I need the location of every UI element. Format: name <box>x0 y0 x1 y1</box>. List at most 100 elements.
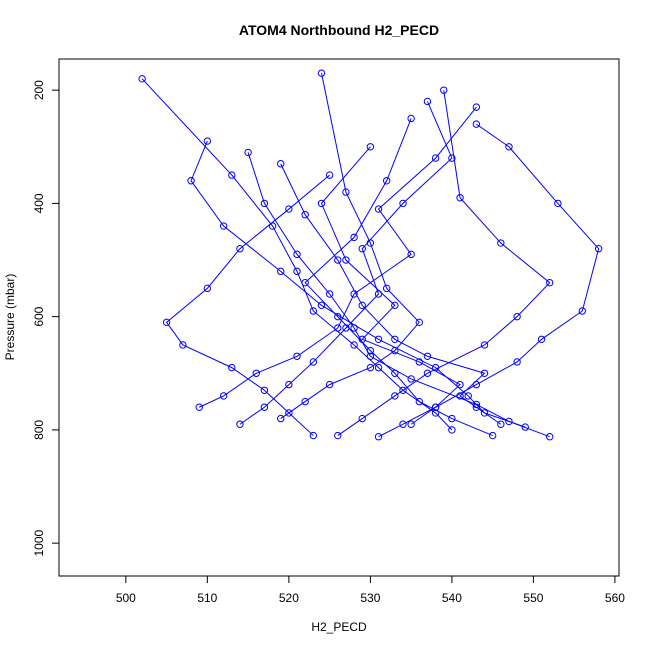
y-tick-label: 400 <box>32 193 46 213</box>
data-point <box>293 267 301 276</box>
data-point <box>195 403 203 411</box>
x-tick-label: 550 <box>523 591 543 605</box>
data-point <box>431 403 440 411</box>
data-point <box>537 335 546 344</box>
data-point <box>505 143 513 151</box>
data-point <box>391 392 399 400</box>
data-point <box>554 199 562 208</box>
data-point <box>366 363 375 372</box>
data-point <box>546 432 554 441</box>
data-point <box>358 414 366 423</box>
data-point <box>505 417 513 426</box>
data-point <box>309 431 318 440</box>
data-point <box>472 403 481 411</box>
x-tick-label: 500 <box>116 591 136 605</box>
data-point <box>228 363 236 372</box>
data-point <box>448 154 456 162</box>
profile-line <box>280 163 502 425</box>
data-point <box>415 358 423 366</box>
data-point <box>342 256 350 264</box>
data-point <box>415 397 423 406</box>
data-point <box>293 352 301 360</box>
data-point <box>187 177 195 185</box>
data-point <box>407 250 415 259</box>
data-point <box>277 414 285 423</box>
data-point <box>317 301 326 310</box>
data-point <box>399 420 407 428</box>
profile-line <box>239 101 453 425</box>
y-tick-label: 800 <box>32 420 46 440</box>
data-point <box>260 386 269 394</box>
profile-line <box>247 152 550 438</box>
data-point <box>415 318 423 327</box>
y-tick-label: 600 <box>32 306 46 326</box>
data-point <box>521 423 529 431</box>
profile-line <box>198 106 477 408</box>
data-point <box>203 137 212 145</box>
data-point <box>301 211 309 219</box>
data-point <box>472 120 481 128</box>
data-point <box>252 369 260 377</box>
data-point <box>317 69 326 77</box>
data-point <box>309 307 318 315</box>
data-point <box>594 244 603 253</box>
profile-line <box>165 174 330 436</box>
data-point <box>456 380 464 389</box>
data-point <box>546 278 554 287</box>
data-point <box>309 358 318 366</box>
data-point <box>334 431 342 440</box>
data-point <box>366 239 375 247</box>
data-point <box>374 335 383 344</box>
data-point <box>513 358 521 366</box>
data-point <box>382 177 391 185</box>
data-point <box>448 426 456 434</box>
data-point <box>456 194 464 202</box>
x-tick-label: 510 <box>197 591 217 605</box>
data-point <box>277 160 285 168</box>
profile-line <box>304 118 493 437</box>
data-point <box>488 431 497 440</box>
data-point <box>285 409 293 417</box>
data-point <box>513 312 521 321</box>
data-point <box>285 380 293 389</box>
x-tick-label: 540 <box>442 591 462 605</box>
data-point <box>497 239 505 247</box>
data-point <box>219 392 228 400</box>
data-point <box>480 409 489 417</box>
data-point <box>431 154 440 162</box>
data-point <box>260 199 269 208</box>
data-point <box>391 301 399 310</box>
profile-line <box>320 146 461 438</box>
data-point <box>342 188 350 196</box>
data-point <box>472 380 481 389</box>
data-point <box>366 143 375 151</box>
profile-line <box>141 78 453 431</box>
data-point <box>350 341 358 349</box>
data-point <box>382 284 391 293</box>
data-point <box>334 256 342 264</box>
data-point <box>277 267 285 276</box>
plot-frame <box>58 58 620 577</box>
data-point <box>285 205 293 213</box>
x-axis-label: H2_PECD <box>311 620 367 634</box>
data-point <box>228 171 236 179</box>
data-point <box>162 318 171 327</box>
data-point <box>407 420 415 428</box>
data-point <box>391 335 399 344</box>
data-point <box>358 301 366 310</box>
data-point <box>472 103 481 111</box>
chart-title: ATOM4 Northbound H2_PECD <box>239 22 439 38</box>
data-point <box>317 199 326 208</box>
data-point <box>260 403 269 411</box>
data-point <box>423 369 432 377</box>
data-point <box>399 386 407 394</box>
data-point <box>350 233 358 242</box>
data-point <box>374 205 383 213</box>
data-point <box>236 244 244 253</box>
data-point <box>293 250 301 259</box>
data-point <box>391 346 399 355</box>
data-point <box>431 409 440 417</box>
data-point <box>423 97 432 106</box>
data-point <box>399 199 407 208</box>
